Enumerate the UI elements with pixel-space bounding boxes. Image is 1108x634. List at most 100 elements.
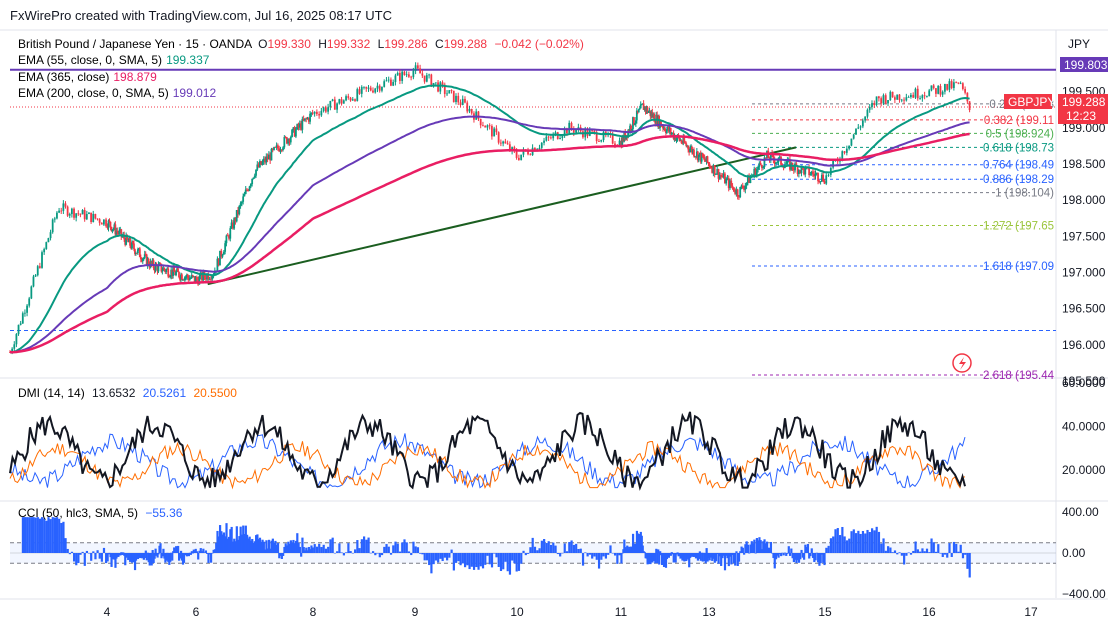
candle-body <box>132 241 134 244</box>
candle-body <box>629 125 631 132</box>
candle-body <box>600 140 603 142</box>
cci-bar <box>251 538 254 553</box>
cci-bar <box>707 553 710 558</box>
candle-body <box>421 73 424 76</box>
cci-bar <box>360 539 363 553</box>
cci-bar <box>730 553 733 565</box>
candle-body <box>182 279 184 281</box>
candle-body <box>180 274 182 280</box>
cci-bar <box>138 553 142 559</box>
cci-bar <box>49 519 52 553</box>
candle-body <box>818 181 821 183</box>
cci-bar <box>434 553 438 561</box>
alert-lightning-icon[interactable] <box>952 353 972 373</box>
cci-bar <box>68 553 71 555</box>
candle-body <box>698 152 701 155</box>
cci-bar <box>893 550 897 553</box>
candle-body <box>508 144 511 152</box>
cci-bar <box>736 553 739 566</box>
cci-bar <box>225 523 228 553</box>
candle-body <box>491 126 493 137</box>
candle-body <box>726 178 729 179</box>
price-axis[interactable]: 199.500199.000198.500198.000197.500197.0… <box>1062 85 1106 388</box>
cci-bar <box>153 553 156 559</box>
candle-body <box>650 112 653 117</box>
candle-body <box>618 140 621 146</box>
candle-body <box>773 159 776 164</box>
candle-body <box>41 252 43 268</box>
candle-body <box>193 276 196 282</box>
time-axis[interactable]: 4 6 8 9 10 11 13 15 16 17 <box>104 605 1038 619</box>
cci-bar <box>30 517 33 553</box>
cci-bar <box>657 549 660 553</box>
cci-bar <box>457 553 460 562</box>
candle-body <box>208 278 211 280</box>
cci-bar <box>814 553 817 561</box>
candle-body <box>482 125 484 127</box>
candle-body <box>703 157 706 161</box>
cci-bar <box>463 553 467 568</box>
candle-body <box>394 75 397 83</box>
cci-bar <box>543 539 546 553</box>
candle-body <box>810 171 813 175</box>
cci-bar <box>182 553 186 563</box>
candle-body <box>636 110 639 113</box>
cci-bar <box>538 548 541 553</box>
candle-body <box>81 210 84 215</box>
cci-bar <box>565 551 569 553</box>
candle-body <box>345 96 347 101</box>
cci-bar <box>692 553 696 557</box>
cci-bar <box>716 553 719 555</box>
cci-pane[interactable]: 400.00 0.00 −400.00 <box>10 505 1106 601</box>
candle-body <box>642 103 645 110</box>
cci-bar <box>875 526 878 553</box>
candle-body <box>229 228 232 239</box>
cci-bar <box>898 552 901 553</box>
candle-body <box>804 167 807 175</box>
cci-bar <box>293 543 296 553</box>
candle-body <box>639 104 642 109</box>
cci-bar <box>568 542 571 553</box>
candle-body <box>754 168 757 177</box>
cci-bar <box>968 553 971 578</box>
cci-bar <box>187 553 190 557</box>
candle-body <box>164 269 167 273</box>
candle-body <box>679 140 682 142</box>
fib-label: 1 (198.104) <box>995 188 1054 200</box>
candle-body <box>141 258 144 262</box>
cci-bar <box>387 546 390 553</box>
price-tick-label: 195.500 <box>1062 374 1106 388</box>
candle-body <box>56 212 58 219</box>
cci-bar <box>941 553 944 558</box>
candle-body <box>593 130 596 133</box>
price-pane[interactable]: 0.236 (199.30.382 (199.110.5 (198.924)0.… <box>9 62 1056 382</box>
candle-body <box>457 95 460 103</box>
candle-body <box>392 82 395 86</box>
cci-bar <box>450 549 453 553</box>
cci-bar <box>691 553 694 557</box>
candle-body <box>709 167 712 169</box>
candle-body <box>133 243 135 250</box>
cci-bar <box>38 518 42 553</box>
candle-body <box>545 136 548 141</box>
candle-body <box>329 100 332 108</box>
cci-bar <box>157 553 160 555</box>
cci-bar <box>669 553 672 556</box>
candle-body <box>721 176 724 178</box>
candle-body <box>914 88 917 98</box>
currency-label: JPY <box>1068 37 1090 51</box>
candle-body <box>930 85 933 91</box>
candle-body <box>662 126 664 129</box>
candle-body <box>410 76 413 78</box>
cci-bar <box>235 526 238 553</box>
cci-bar <box>446 553 449 561</box>
dmi-pane[interactable]: 60.0000 40.0000 20.0000 <box>9 376 1106 491</box>
candle-body <box>711 168 714 173</box>
cci-bar <box>753 539 756 553</box>
cci-bar <box>306 550 309 553</box>
candle-body <box>497 132 500 143</box>
candle-body <box>871 103 873 107</box>
candle-body <box>124 239 127 245</box>
candle-body <box>305 118 308 120</box>
